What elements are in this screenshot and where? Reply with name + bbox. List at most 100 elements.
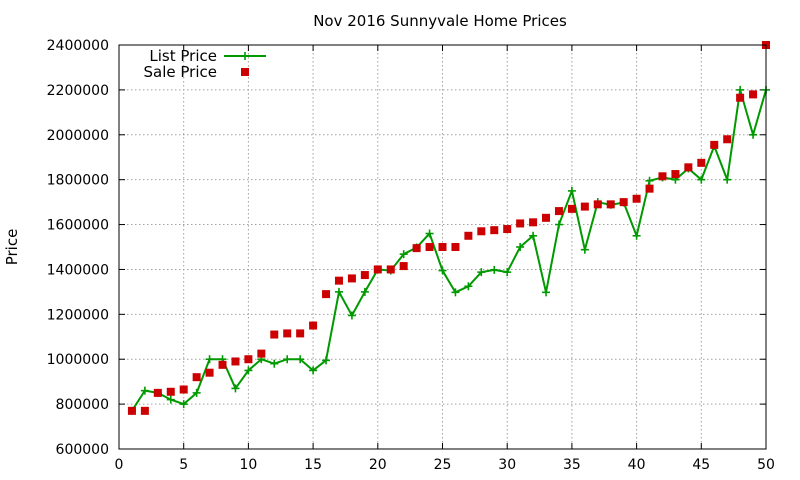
sale-price-point bbox=[347, 274, 356, 283]
x-tick-label: 50 bbox=[757, 457, 775, 473]
list-price-point bbox=[192, 388, 201, 397]
list-price-point bbox=[309, 366, 318, 375]
sale-price-point bbox=[257, 349, 266, 358]
sale-price-point bbox=[464, 231, 473, 240]
sale-price-point bbox=[567, 204, 576, 213]
x-tick-label: 5 bbox=[179, 457, 188, 473]
x-tick-label: 20 bbox=[369, 457, 387, 473]
list-price-line bbox=[131, 89, 767, 412]
sale-price-point bbox=[399, 262, 408, 271]
sale-price-point bbox=[360, 271, 369, 280]
sale-price-point bbox=[179, 385, 188, 394]
sale-price-point bbox=[736, 93, 745, 102]
sale-price-point bbox=[658, 172, 667, 181]
list-price-point bbox=[567, 186, 576, 195]
sale-price-point bbox=[127, 406, 136, 415]
sale-price-point bbox=[671, 170, 680, 179]
y-tick-label: 2200000 bbox=[47, 83, 109, 99]
list-price-point bbox=[516, 243, 525, 251]
sale-price-point bbox=[516, 219, 525, 228]
sale-price-point bbox=[554, 207, 563, 216]
plot-border bbox=[118, 44, 767, 450]
legend-marker-sale-price bbox=[241, 68, 249, 76]
sale-price-point bbox=[166, 387, 175, 396]
ticks: 0 5 10 15 20 25 30 35 40 45 50 600000 800000 1000000 1… bbox=[47, 38, 775, 473]
list-price-point bbox=[296, 355, 305, 364]
list-price-point bbox=[464, 282, 473, 291]
chart-title: Nov 2016 Sunnyvale Home Prices bbox=[313, 12, 567, 30]
sale-price-point bbox=[140, 406, 149, 415]
sale-price-point bbox=[723, 135, 732, 144]
sale-price-point bbox=[593, 200, 602, 209]
sale-price-point bbox=[218, 360, 227, 369]
list-price-point bbox=[425, 229, 434, 238]
list-price-point bbox=[179, 400, 188, 409]
y-tick-label: 1400000 bbox=[47, 262, 109, 278]
sale-price-point bbox=[205, 368, 214, 377]
list-price-point bbox=[140, 386, 149, 395]
list-price-point bbox=[529, 231, 538, 240]
sale-price-point bbox=[529, 218, 538, 227]
x-tick-label: 10 bbox=[239, 457, 257, 473]
legend-label-sale-price: Sale Price bbox=[144, 63, 217, 81]
sale-price-point bbox=[542, 213, 551, 222]
sale-price-point bbox=[283, 329, 292, 338]
y-tick-label: 1200000 bbox=[47, 307, 109, 323]
sale-price-point bbox=[153, 388, 162, 397]
sale-price-point bbox=[477, 227, 486, 236]
list-price-point bbox=[322, 356, 331, 365]
sale-price-point bbox=[580, 202, 589, 211]
list-price-point bbox=[580, 245, 589, 254]
list-price-point bbox=[542, 288, 551, 297]
sale-price-point bbox=[334, 276, 343, 285]
list-price-point bbox=[360, 287, 369, 296]
list-price-point bbox=[697, 175, 706, 184]
sale-price-point bbox=[322, 290, 331, 299]
list-price-point bbox=[244, 366, 253, 375]
sale-price-point bbox=[697, 158, 706, 167]
sale-price-point bbox=[710, 140, 719, 149]
x-tick-label: 45 bbox=[692, 457, 710, 473]
y-tick-label: 600000 bbox=[56, 442, 109, 458]
list-price-point bbox=[503, 268, 512, 277]
x-tick-label: 25 bbox=[434, 457, 452, 473]
list-price-point bbox=[736, 85, 745, 94]
legend-label-list-price: List Price bbox=[149, 47, 217, 65]
list-price-point bbox=[270, 359, 279, 368]
x-tick-label: 15 bbox=[304, 457, 322, 473]
y-tick-label: 1800000 bbox=[47, 173, 109, 189]
list-price-point bbox=[347, 311, 356, 320]
sale-price-point bbox=[645, 184, 654, 193]
sale-price-point bbox=[451, 243, 460, 251]
sale-price-point bbox=[412, 244, 421, 253]
list-price-point bbox=[283, 355, 292, 364]
sale-price-point bbox=[490, 226, 499, 235]
y-tick-label: 1600000 bbox=[47, 218, 109, 234]
y-axis-label: Price bbox=[3, 229, 21, 266]
sale-price-point bbox=[192, 373, 201, 382]
y-tick-label: 2400000 bbox=[47, 38, 109, 54]
list-price-point bbox=[490, 265, 499, 274]
sale-price-point bbox=[296, 329, 305, 338]
sale-price-point bbox=[373, 265, 382, 274]
sale-price-point bbox=[386, 265, 395, 274]
list-price-point bbox=[205, 355, 214, 364]
y-tick-label: 1000000 bbox=[47, 352, 109, 368]
sale-price-point bbox=[438, 243, 447, 251]
sale-price-point bbox=[684, 163, 693, 172]
x-tick-label: 30 bbox=[498, 457, 516, 473]
sale-price-point bbox=[606, 200, 615, 209]
sale-price-point bbox=[309, 321, 318, 330]
list-price-point bbox=[477, 268, 486, 277]
legend-marker-list-price bbox=[241, 52, 249, 60]
x-tick-label: 35 bbox=[563, 457, 581, 473]
list-price-point bbox=[231, 384, 240, 393]
list-price-point bbox=[554, 220, 563, 229]
sale-price-point bbox=[425, 243, 434, 251]
list-price-point bbox=[166, 395, 175, 404]
x-tick-label: 40 bbox=[628, 457, 646, 473]
x-tick-label: 0 bbox=[115, 457, 124, 473]
y-tick-label: 2000000 bbox=[47, 128, 109, 144]
legend: List Price Sale Price bbox=[144, 47, 266, 81]
